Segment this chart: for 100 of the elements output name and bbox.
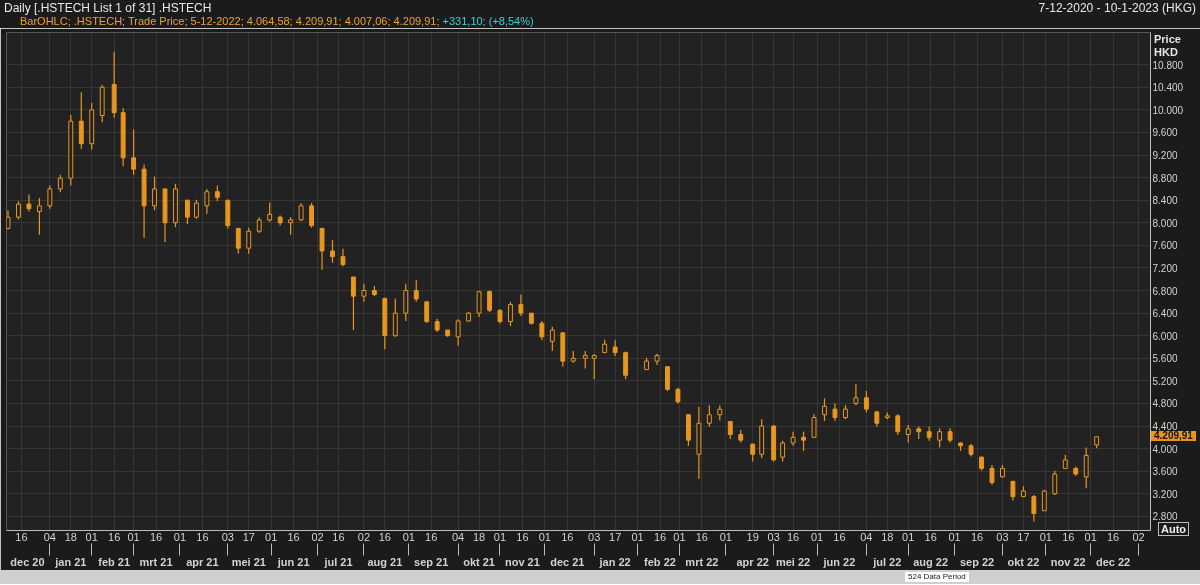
x-tick-label: 03 [767, 530, 780, 543]
x-tick-label: 02 [1132, 530, 1145, 543]
x2-tick-label: jun 21 [276, 555, 310, 568]
x-tick-label: 01 [902, 530, 915, 543]
candlestick [780, 440, 786, 463]
x-tick-label: 02 [357, 530, 371, 543]
x-tick-label: 03 [996, 530, 1009, 543]
y-tick-label: 3.200 [1152, 488, 1178, 500]
chart-title: Daily [.HSTECH List 1 of 31] .HSTECH [4, 0, 212, 17]
x-tick-label: 02 [311, 530, 324, 543]
candlestick [549, 326, 555, 352]
text: +331,10; (+8,54%) [442, 15, 534, 27]
x2-tick-label: jun 22 [822, 555, 856, 568]
x-tick-label: 16 [15, 530, 28, 543]
x-tick-label: 01 [810, 530, 824, 543]
candlestick [392, 297, 398, 338]
x2-tick-label: jan 21 [54, 555, 87, 568]
x-tick-label: 16 [833, 530, 846, 543]
y-tick-label: 4.800 [1152, 398, 1178, 410]
x-tick-label: 01 [631, 530, 644, 543]
x2-tick-label: dec 20 [10, 555, 45, 568]
x-tick-label: 16 [378, 530, 391, 543]
y-tick-label: 9.200 [1152, 150, 1178, 162]
candlestick [822, 397, 827, 422]
candlestick [152, 175, 157, 211]
candlestick [185, 199, 190, 225]
candlestick [989, 464, 995, 486]
x2-tick-label: dec 21 [550, 555, 585, 568]
x-tick-label: 16 [695, 530, 708, 543]
candlestick [413, 279, 419, 303]
x-tick-label: 04 [860, 530, 873, 543]
x2-tick-label: jan 22 [598, 555, 631, 568]
x-tick-label: 01 [127, 530, 140, 543]
x-tick-label: 01 [538, 530, 551, 543]
x-tick-label: 03 [221, 530, 234, 543]
candlestick [665, 366, 670, 392]
x-tick-label: 17 [242, 530, 255, 543]
x2-tick-label: aug 21 [367, 555, 403, 568]
candlestick [853, 383, 859, 406]
y-tick-label: 6.000 [1152, 330, 1178, 342]
y-tick-label: 9.600 [1152, 127, 1178, 139]
x-tick-label: 04 [43, 530, 56, 543]
candlestick [309, 202, 315, 229]
candlestick [267, 201, 273, 223]
chart-subtitle: 7-12-2020 - 10-1-2023 (HKG) [1038, 0, 1196, 17]
y-tick-label: 8.000 [1152, 217, 1178, 229]
y-tick-label: 8.400 [1152, 195, 1178, 207]
x-tick-label: 16 [425, 530, 438, 543]
x2-tick-label: dec 22 [1095, 555, 1131, 568]
y-tick-label: 6.400 [1152, 308, 1178, 320]
y-tick-label: 4.400 [1152, 421, 1178, 433]
y-tick-label: 3.600 [1152, 466, 1178, 478]
x2-tick-label: okt 21 [463, 555, 495, 568]
x-tick-label: 16 [516, 530, 529, 543]
y-tick-label: 5.600 [1152, 353, 1178, 365]
candlestick [518, 293, 524, 317]
candlestick [330, 239, 335, 264]
x2-tick-label: jul 22 [872, 555, 902, 568]
x2-tick-label: mrt 22 [685, 555, 719, 568]
y-tick-label: 4.000 [1152, 443, 1178, 455]
candlestick [403, 283, 409, 322]
y-tick-label: 7.600 [1152, 240, 1178, 252]
x-tick-label: 18 [64, 530, 77, 543]
candlestick [16, 200, 21, 220]
candlestick [863, 390, 869, 414]
candlestick [508, 301, 513, 327]
y-tick-label: 10.400 [1152, 82, 1184, 94]
candlestick [612, 339, 618, 357]
x-tick-label: 16 [149, 530, 163, 543]
candlestick [78, 91, 84, 150]
x2-tick-label: sep 22 [959, 555, 995, 568]
candlestick [811, 413, 817, 438]
candlestick [706, 404, 712, 428]
x2-tick-label: mrt 21 [139, 555, 173, 568]
x2-tick-label: okt 22 [1007, 555, 1040, 568]
candlestick [455, 318, 461, 347]
text: 524 Data Period [905, 572, 969, 582]
x-tick-label: 01 [265, 530, 278, 543]
x-tick-label: 01 [173, 530, 187, 543]
x-tick-label: 18 [881, 530, 894, 543]
candlestick [350, 276, 356, 331]
x2-tick-label: feb 22 [644, 555, 676, 568]
candlestick [1052, 470, 1058, 496]
x-tick-label: 01 [948, 530, 961, 543]
x-tick-label: 19 [746, 530, 759, 543]
x2-tick-label: aug 22 [913, 555, 949, 568]
x-tick-label: 16 [924, 530, 937, 543]
candlestick [246, 227, 252, 255]
x-tick-label: 16 [196, 530, 209, 543]
x-tick-label: 16 [108, 530, 121, 543]
x-tick-label: 01 [1039, 530, 1052, 543]
x-tick-label: 16 [287, 530, 300, 543]
x2-tick-label: sep 21 [414, 555, 449, 568]
y-tick-label: 7.200 [1152, 262, 1178, 274]
candlestick [539, 320, 545, 341]
x-tick-label: 18 [472, 530, 486, 543]
candlestick [193, 199, 199, 220]
y-tick-label: 10.800 [1152, 59, 1184, 71]
x-tick-label: 01 [719, 530, 732, 543]
y-axis-title: Price HKD [1154, 33, 1181, 59]
